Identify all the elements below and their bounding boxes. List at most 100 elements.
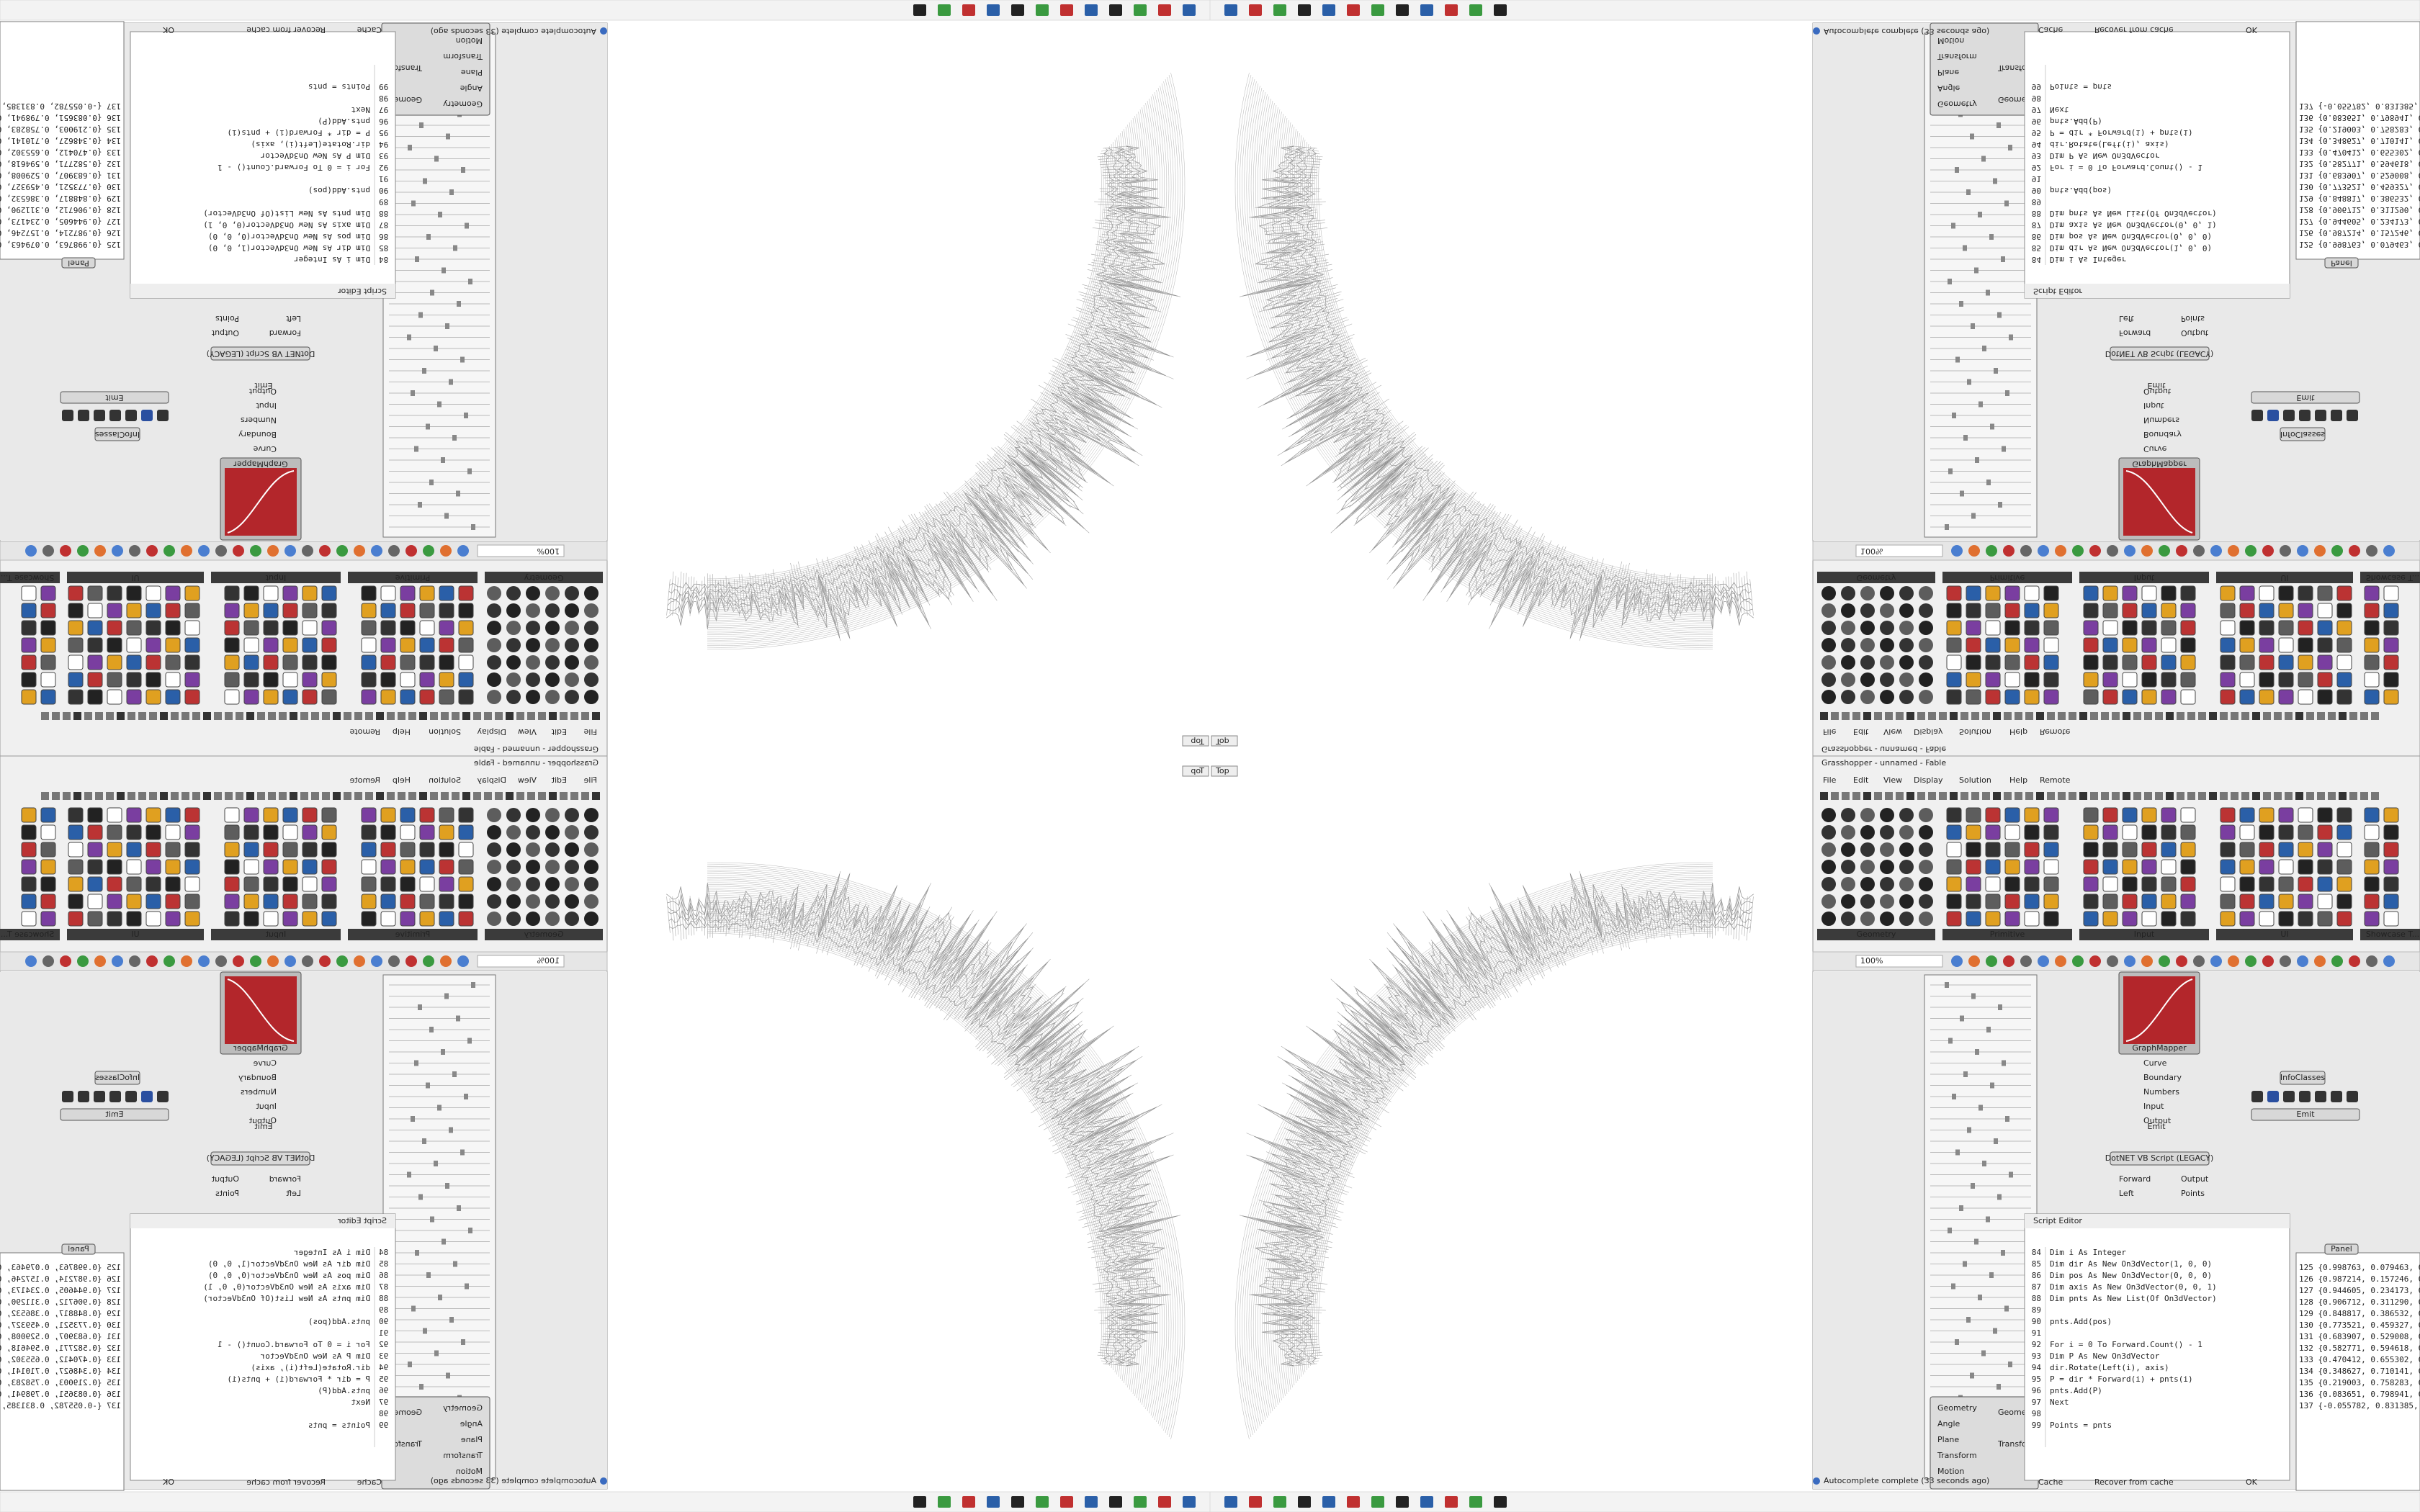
palette-icon [2259, 911, 2275, 927]
tab-icon [527, 712, 535, 720]
editor-button[interactable]: Cache [357, 25, 382, 35]
menu-item[interactable]: Help [393, 727, 411, 737]
tab-icon [41, 712, 49, 720]
tab-icon [2295, 712, 2303, 720]
slider-knob [430, 1216, 434, 1223]
editor-title: Script Editor [2033, 287, 2082, 296]
toolbar-icon [2141, 955, 2153, 967]
script-label: DotNET VB Script (LEGACY) [2105, 349, 2214, 359]
panel-row: 137 {-0.055782, 0.831385, 0} [0, 1401, 121, 1410]
menu-item[interactable]: Edit [551, 727, 567, 737]
palette-icon [282, 672, 298, 688]
menu-item[interactable]: Remote [2040, 727, 2071, 737]
palette-icon [2364, 807, 2380, 823]
tab-icon [1820, 792, 1828, 800]
editor-button[interactable]: Cache [357, 1477, 382, 1487]
code-line: Next [351, 1398, 371, 1407]
tab-icon [149, 792, 157, 800]
menu-item[interactable]: Edit [1853, 727, 1869, 737]
menu-item[interactable]: Display [1914, 727, 1943, 737]
graph-mapper [2123, 976, 2195, 1044]
palette-icon [2298, 876, 2313, 892]
palette-icon [145, 894, 161, 909]
menu-item[interactable]: Display [477, 775, 506, 785]
menu-item[interactable]: Help [393, 775, 411, 785]
palette-icon [439, 637, 454, 653]
menu-item[interactable]: Solution [1959, 775, 1991, 785]
palette-icon [458, 654, 474, 670]
tab-icon [2069, 712, 2076, 720]
panel [0, 21, 125, 260]
slider-knob [464, 1094, 468, 1099]
toolbar-icon [354, 955, 365, 967]
toolbar-icon [267, 545, 279, 557]
menu-item[interactable]: Solution [429, 727, 461, 737]
menu-item[interactable]: Edit [551, 775, 567, 785]
menu-item[interactable]: Remote [349, 727, 380, 737]
editor-button[interactable]: Cache [2038, 25, 2063, 35]
menu-item[interactable]: Edit [1853, 775, 1869, 785]
info-classes [94, 427, 140, 441]
slider-knob [1986, 1027, 1991, 1032]
editor-button[interactable]: Recover from cache [2094, 1477, 2174, 1487]
menu-item[interactable]: Display [477, 727, 506, 737]
palette-icon [545, 877, 560, 891]
palette-icon [2298, 842, 2313, 858]
menu-item[interactable]: Solution [429, 775, 461, 785]
palette-icon [400, 859, 416, 875]
palette-icon [506, 860, 521, 874]
menu-item[interactable]: Remote [2040, 775, 2071, 785]
transform-param: Angle [1937, 84, 1960, 93]
menu-item[interactable]: Solution [1959, 727, 1991, 737]
editor-button[interactable]: Recover from cache [246, 25, 326, 35]
menu-item[interactable]: Display [1914, 775, 1943, 785]
palette-icon [2004, 842, 2020, 858]
toolbar-icon [2314, 545, 2326, 557]
slider-knob [1951, 1283, 1955, 1290]
toolbar-icon [2038, 955, 2049, 967]
menu-item[interactable]: Help [2009, 727, 2027, 737]
menu-item[interactable]: View [518, 727, 537, 737]
palette-icon [1985, 654, 2001, 670]
line-number: 97 [379, 1398, 388, 1407]
palette-icon [419, 842, 435, 858]
palette-icon [487, 808, 501, 822]
tab-icon [333, 792, 341, 800]
line-number: 92 [2032, 1340, 2041, 1349]
tab-icon [1885, 792, 1893, 800]
panel-tab [2324, 257, 2359, 269]
menu-item[interactable]: File [583, 775, 597, 785]
panel-title: Panel [2331, 1244, 2352, 1254]
editor-button[interactable]: Recover from cache [2094, 25, 2174, 35]
palette-icon [1860, 638, 1875, 652]
palette-icon [224, 894, 240, 909]
menu-item[interactable]: Remote [349, 775, 380, 785]
editor-button[interactable]: OK [162, 1477, 174, 1487]
editor-button[interactable]: Recover from cache [246, 1477, 326, 1487]
palette-icon [224, 620, 240, 636]
menu-item[interactable]: View [1883, 727, 1902, 737]
editor-button[interactable]: OK [162, 25, 174, 35]
menu-item[interactable]: View [1883, 775, 1902, 785]
emit-icon [2331, 1091, 2342, 1102]
menu-item[interactable]: File [1823, 775, 1837, 785]
taskbar-icon [1183, 1496, 1196, 1508]
menu-item[interactable]: View [518, 775, 537, 785]
toolbar-icon [2020, 955, 2032, 967]
line-number: 86 [379, 1271, 388, 1280]
editor-button[interactable]: OK [2246, 1477, 2258, 1487]
slider-knob [437, 401, 442, 408]
palette-icon [584, 877, 599, 891]
palette-icon [1946, 911, 1962, 927]
emit-icon [78, 1091, 89, 1102]
menu-item[interactable]: File [1823, 727, 1837, 737]
category-label: Geometry [524, 930, 563, 939]
palette-icon [458, 911, 474, 927]
editor-button[interactable]: Cache [2038, 1477, 2063, 1487]
editor-button[interactable]: OK [2246, 25, 2258, 35]
palette-icon [2102, 859, 2118, 875]
menu-item[interactable]: Help [2009, 775, 2027, 785]
line-number: 98 [379, 1409, 388, 1418]
menu-item[interactable]: File [583, 727, 597, 737]
